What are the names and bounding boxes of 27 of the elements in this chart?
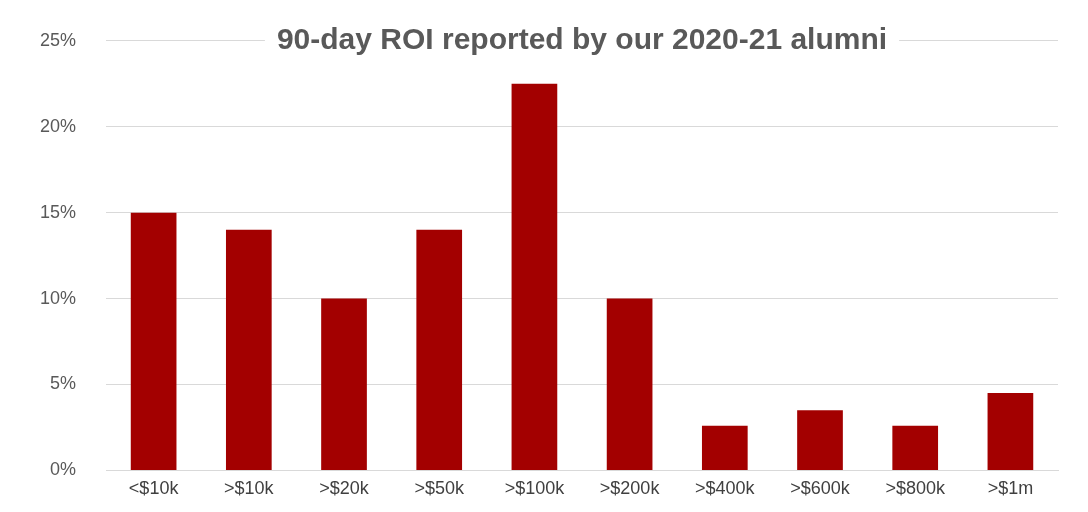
x-tick-label: >$800k [885,478,946,499]
y-tick-label: 20% [40,115,77,136]
x-tick-label: <$10k [128,478,180,499]
x-tick-label: >$20k [319,478,370,499]
x-tick-label: >$10k [224,478,275,499]
bar [797,410,843,470]
bar [606,298,653,470]
y-tick-label: 25% [40,29,77,50]
x-tick-label: >$400k [695,478,756,499]
chart-title: 90-day ROI reported by our 2020-21 alumni [276,22,888,56]
bar [892,425,939,470]
bar [701,425,748,470]
bar [321,298,367,470]
bar [130,212,177,470]
bar [987,393,1034,470]
y-tick-label: 15% [40,201,77,222]
y-tick-label: 0% [50,459,77,480]
x-tick-label: >$200k [599,478,661,499]
bar [416,229,463,470]
x-tick-label: >$1m [987,478,1034,499]
x-tick-label: >$600k [790,478,851,499]
x-tick-label: >$50k [414,478,465,499]
y-tick-label: 10% [40,287,77,308]
x-tick-label: >$100k [504,478,566,499]
bar [225,229,272,470]
y-tick-label: 5% [50,373,77,394]
bar [511,83,558,470]
